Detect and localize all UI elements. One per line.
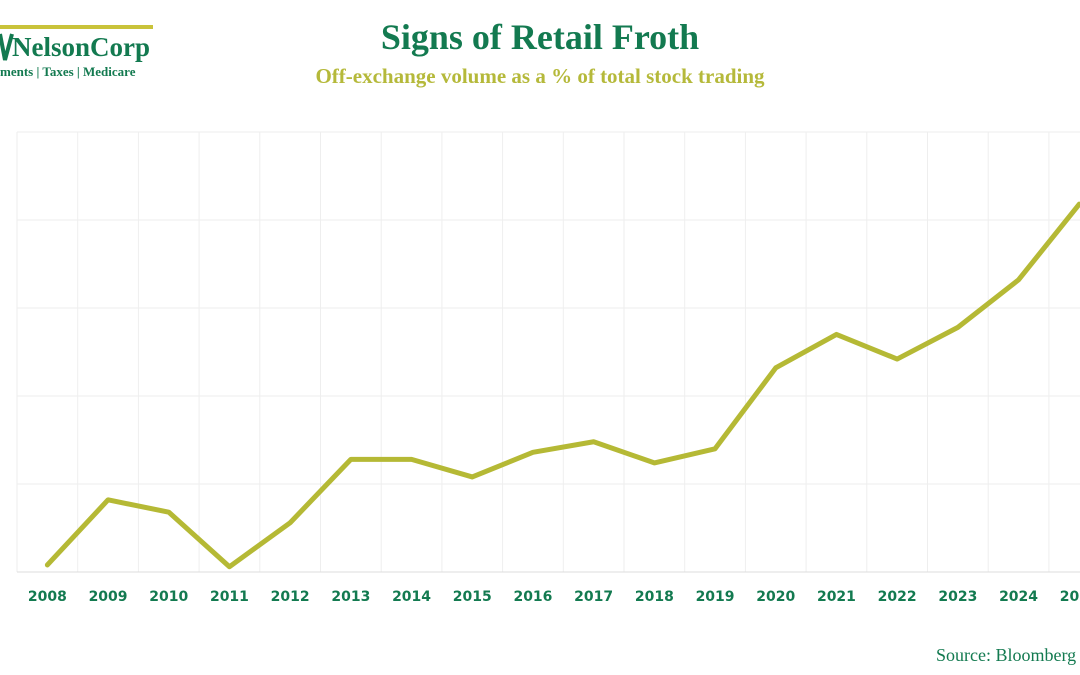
x-tick-label: 2010 [149, 589, 188, 605]
x-tick-label: 2021 [817, 589, 856, 605]
data-line [44, 201, 1080, 570]
x-tick-label: 2023 [938, 589, 977, 605]
x-tick-label: 2009 [89, 589, 128, 605]
x-tick-label: 2013 [331, 589, 370, 605]
logo: NelsonCorp ments | Taxes | Medicare [0, 25, 153, 79]
x-tick-label: 2008 [28, 589, 67, 605]
x-tick-label: 2025 [1060, 589, 1080, 605]
logo-mark [0, 33, 14, 61]
x-tick-label: 2024 [999, 589, 1038, 605]
x-tick-label: 2022 [878, 589, 917, 605]
x-tick-label: 2016 [513, 589, 552, 605]
x-tick-label: 2012 [271, 589, 310, 605]
logo-name: NelsonCorp [12, 32, 150, 62]
logo-tagline: ments | Taxes | Medicare [0, 64, 136, 79]
x-tick-label: 2015 [453, 589, 492, 605]
x-tick-label: 2017 [574, 589, 613, 605]
x-tick-label: 2018 [635, 589, 674, 605]
x-tick-label: 2019 [696, 589, 735, 605]
x-tick-label: 2020 [756, 589, 795, 605]
x-tick-label: 2014 [392, 589, 431, 605]
x-tick-label: 2011 [210, 589, 249, 605]
chart-subtitle: Off-exchange volume as a % of total stoc… [315, 64, 765, 88]
chart-title: Signs of Retail Froth [381, 17, 699, 57]
source-note: Source: Bloomberg [936, 645, 1076, 665]
